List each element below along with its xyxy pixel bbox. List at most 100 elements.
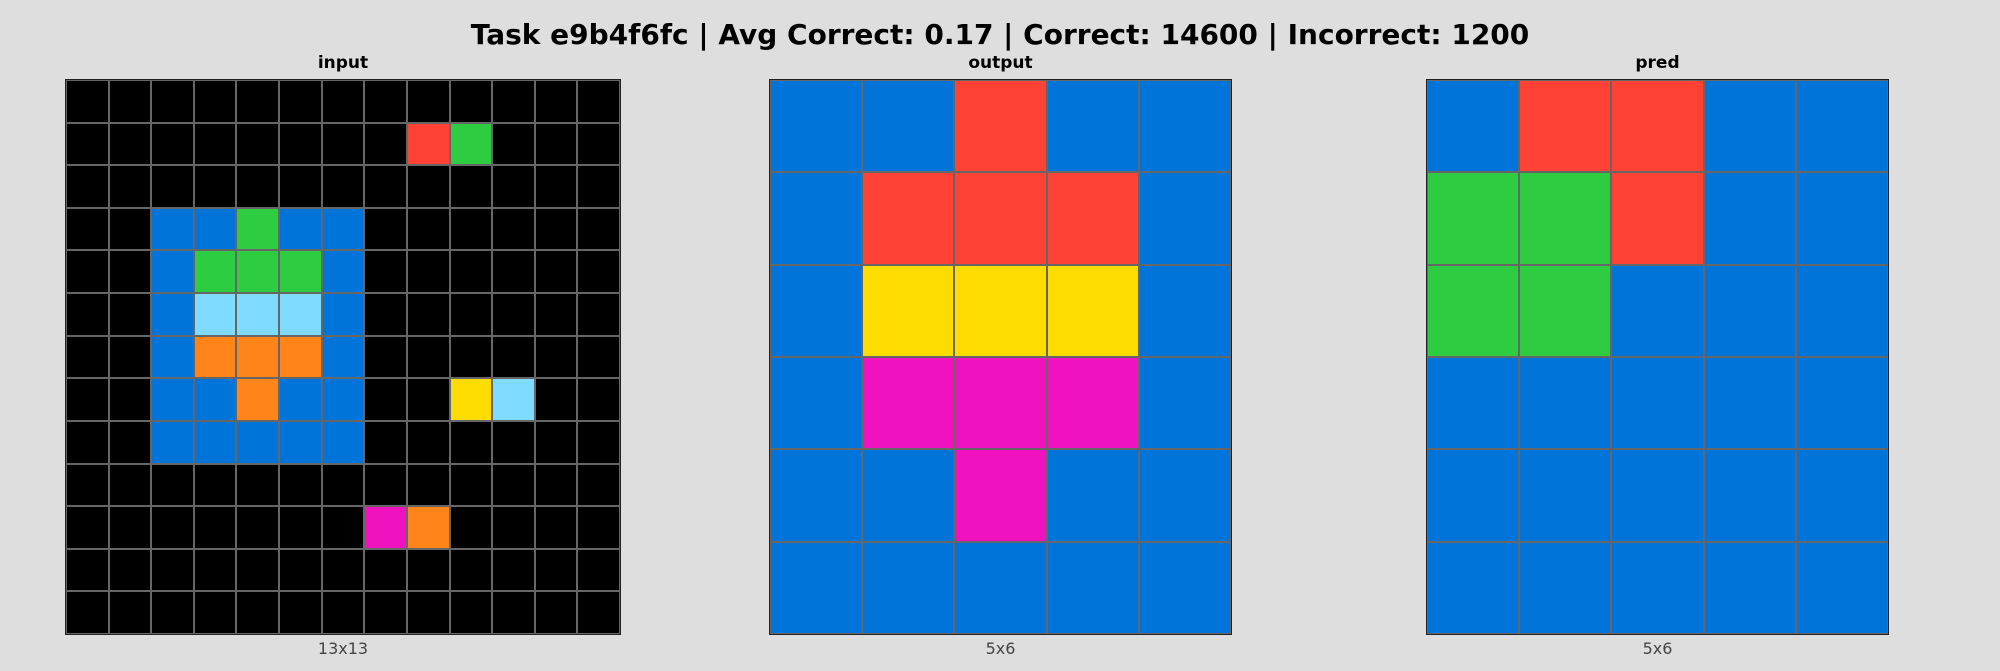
grid-cell [1611,80,1704,173]
grid-cell [321,548,365,592]
grid-cell [492,548,535,592]
grid-cell [770,264,863,357]
grid-cell [151,420,194,464]
grid-cell [577,165,620,208]
grid-cell [151,463,194,507]
grid-cell [1046,541,1139,634]
grid-cell [1046,172,1139,265]
grid-cell [321,80,365,123]
grid-cell [534,463,578,507]
grid-cell [66,420,109,464]
grid-cell [492,335,535,379]
grid-cell [364,122,407,166]
grid-cell [406,80,450,123]
grid-cell [534,165,578,208]
grid-cell [1138,357,1231,450]
grid-cell [449,250,493,294]
grid-cell [577,80,620,123]
grid-cell [770,80,863,173]
grid-cell [1703,172,1796,265]
grid-cell [406,293,450,336]
grid-cell [954,80,1047,173]
grid-cell [364,335,407,379]
grid-cell [492,506,535,549]
grid-cell [108,420,152,464]
grid-cell [1611,541,1704,634]
grid-cell [449,293,493,336]
grid-cell [236,548,280,592]
grid-cell [236,207,280,251]
grid-cell [321,378,365,421]
grid-cell [1519,449,1612,542]
grid-cell [108,250,152,294]
grid-cell [321,207,365,251]
grid-cell [862,449,955,542]
grid-cell [321,420,365,464]
grid-cell [577,250,620,294]
grid-cell [364,207,407,251]
grid-cell [1703,449,1796,542]
grid-cell [108,207,152,251]
grid-cell [66,207,109,251]
grid-cell [193,463,237,507]
grid-cell [236,378,280,421]
grid-cell [577,378,620,421]
grid-cell [534,591,578,634]
grid-cell [1703,80,1796,173]
grid-cell [1611,357,1704,450]
grid-cell [66,463,109,507]
grid-cell [406,335,450,379]
grid-cell [236,122,280,166]
grid-cell [770,449,863,542]
grid-cell [108,506,152,549]
grid-cell [862,541,955,634]
grid-cell [492,293,535,336]
grid-cell [364,293,407,336]
input-panel-title: input [317,53,369,73]
grid-cell [151,378,194,421]
grid-cell [770,357,863,450]
grid-cell [577,548,620,592]
grid-cell [66,548,109,592]
grid-cell [1138,541,1231,634]
grid-cell [406,420,450,464]
grid-cell [534,420,578,464]
grid-cell [1795,449,1888,542]
grid-cell [492,122,535,166]
grid-cell [151,506,194,549]
grid-cell [108,122,152,166]
grid-cell [1795,264,1888,357]
grid-cell [108,548,152,592]
grid-cell [193,80,237,123]
grid-cell [534,293,578,336]
grid-cell [534,506,578,549]
grid-cell [364,250,407,294]
grid-cell [449,591,493,634]
grid-cell [406,122,450,166]
grid-cell [577,506,620,549]
grid-cell [66,293,109,336]
grid-cell [279,250,322,294]
grid-cell [954,357,1047,450]
grid-cell [534,122,578,166]
grid-cell [364,548,407,592]
grid-cell [193,207,237,251]
grid-cell [1611,264,1704,357]
grid-cell [449,463,493,507]
grid-cell [577,293,620,336]
grid-cell [492,250,535,294]
grid-cell [108,293,152,336]
grid-cell [66,591,109,634]
grid-cell [193,165,237,208]
grid-cell [449,548,493,592]
grid-cell [1519,264,1612,357]
grid-cell [193,122,237,166]
grid-cell [364,506,407,549]
grid-cell [151,250,194,294]
grid-cell [449,165,493,208]
grid-cell [577,335,620,379]
grid-cell [108,80,152,123]
grid-cell [1427,80,1520,173]
grid-cell [1138,449,1231,542]
grid-cell [406,506,450,549]
